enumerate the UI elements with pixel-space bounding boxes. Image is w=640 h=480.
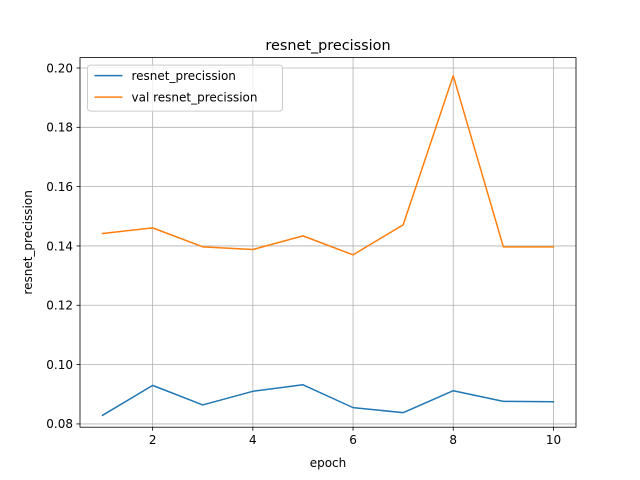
y-tick-label: 0.16 — [46, 180, 73, 194]
y-tick-label: 0.10 — [46, 358, 73, 372]
y-axis: 0.08 0.10 0.12 0.14 0.16 0.18 0.20 — [46, 61, 80, 431]
x-axis-label: epoch — [310, 456, 347, 470]
legend-label-1: val resnet_precission — [132, 90, 258, 104]
y-tick-label: 0.18 — [46, 121, 73, 135]
y-tick-label: 0.20 — [46, 61, 73, 75]
y-tick-label: 0.12 — [46, 299, 73, 313]
y-axis-label: resnet_precission — [21, 190, 35, 294]
legend-label-0: resnet_precission — [132, 69, 236, 83]
series-line-0 — [101, 384, 555, 417]
x-tick-label: 8 — [449, 433, 457, 447]
x-axis: 2 4 6 8 10 — [149, 427, 561, 447]
x-tick-label: 2 — [149, 433, 157, 447]
series-lines — [101, 74, 555, 417]
series-line-1 — [101, 74, 555, 256]
plot-frame — [79, 57, 577, 428]
x-tick-label: 4 — [249, 433, 257, 447]
x-tick-label: 6 — [349, 433, 357, 447]
y-tick-label: 0.14 — [46, 239, 73, 253]
chart-title: resnet_precission — [265, 38, 390, 54]
x-tick-label: 10 — [546, 433, 561, 447]
y-tick-label: 0.08 — [46, 417, 73, 431]
legend-box — [87, 64, 283, 112]
